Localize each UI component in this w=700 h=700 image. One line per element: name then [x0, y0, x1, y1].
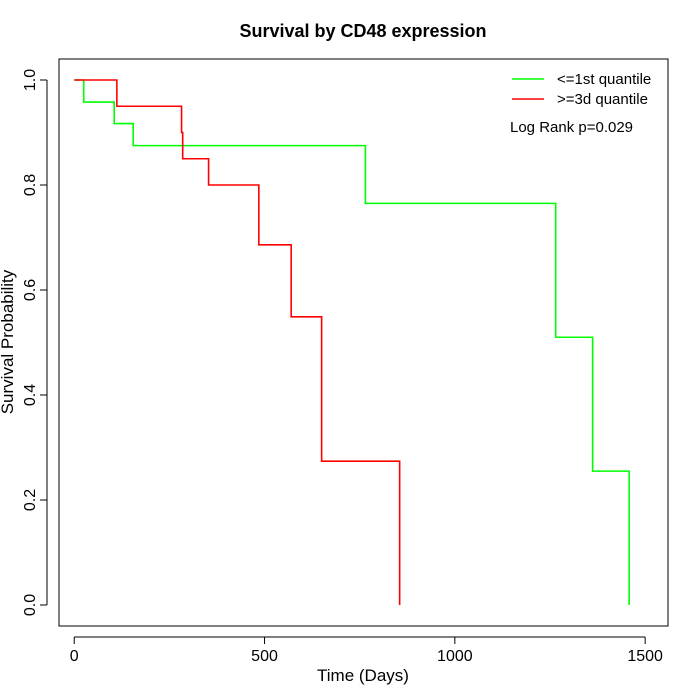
plot-frame [58, 58, 669, 627]
legend: <=1st quantile >=3d quantile [512, 71, 651, 108]
y-axis-label: Survival Probability [0, 269, 17, 414]
series-line-2 [74, 79, 401, 605]
series-layer [74, 79, 630, 605]
series-line-1 [74, 79, 630, 605]
y-tick-label: 0.2 [22, 489, 39, 511]
y-tick-label: 0.8 [22, 174, 39, 196]
legend-label: <=1st quantile [557, 71, 651, 88]
x-axis-label: Time (Days) [317, 666, 409, 685]
log-rank-annotation: Log Rank p=0.029 [510, 119, 633, 136]
y-tick-label: 1.0 [22, 69, 39, 91]
x-tick-label: 0 [70, 648, 79, 665]
x-tick-label: 500 [251, 648, 278, 665]
y-tick-label: 0.0 [22, 594, 39, 616]
legend-label: >=3d quantile [557, 91, 648, 108]
x-tick-label: 1500 [627, 648, 663, 665]
chart-title: Survival by CD48 expression [239, 21, 486, 41]
y-axis: 0.0 0.2 0.4 0.6 0.8 1.0 [22, 69, 48, 616]
x-tick-label: 1000 [437, 648, 473, 665]
y-tick-label: 0.4 [22, 384, 39, 406]
y-tick-label: 0.6 [22, 279, 39, 301]
x-axis: 0 500 1000 1500 [70, 636, 663, 665]
